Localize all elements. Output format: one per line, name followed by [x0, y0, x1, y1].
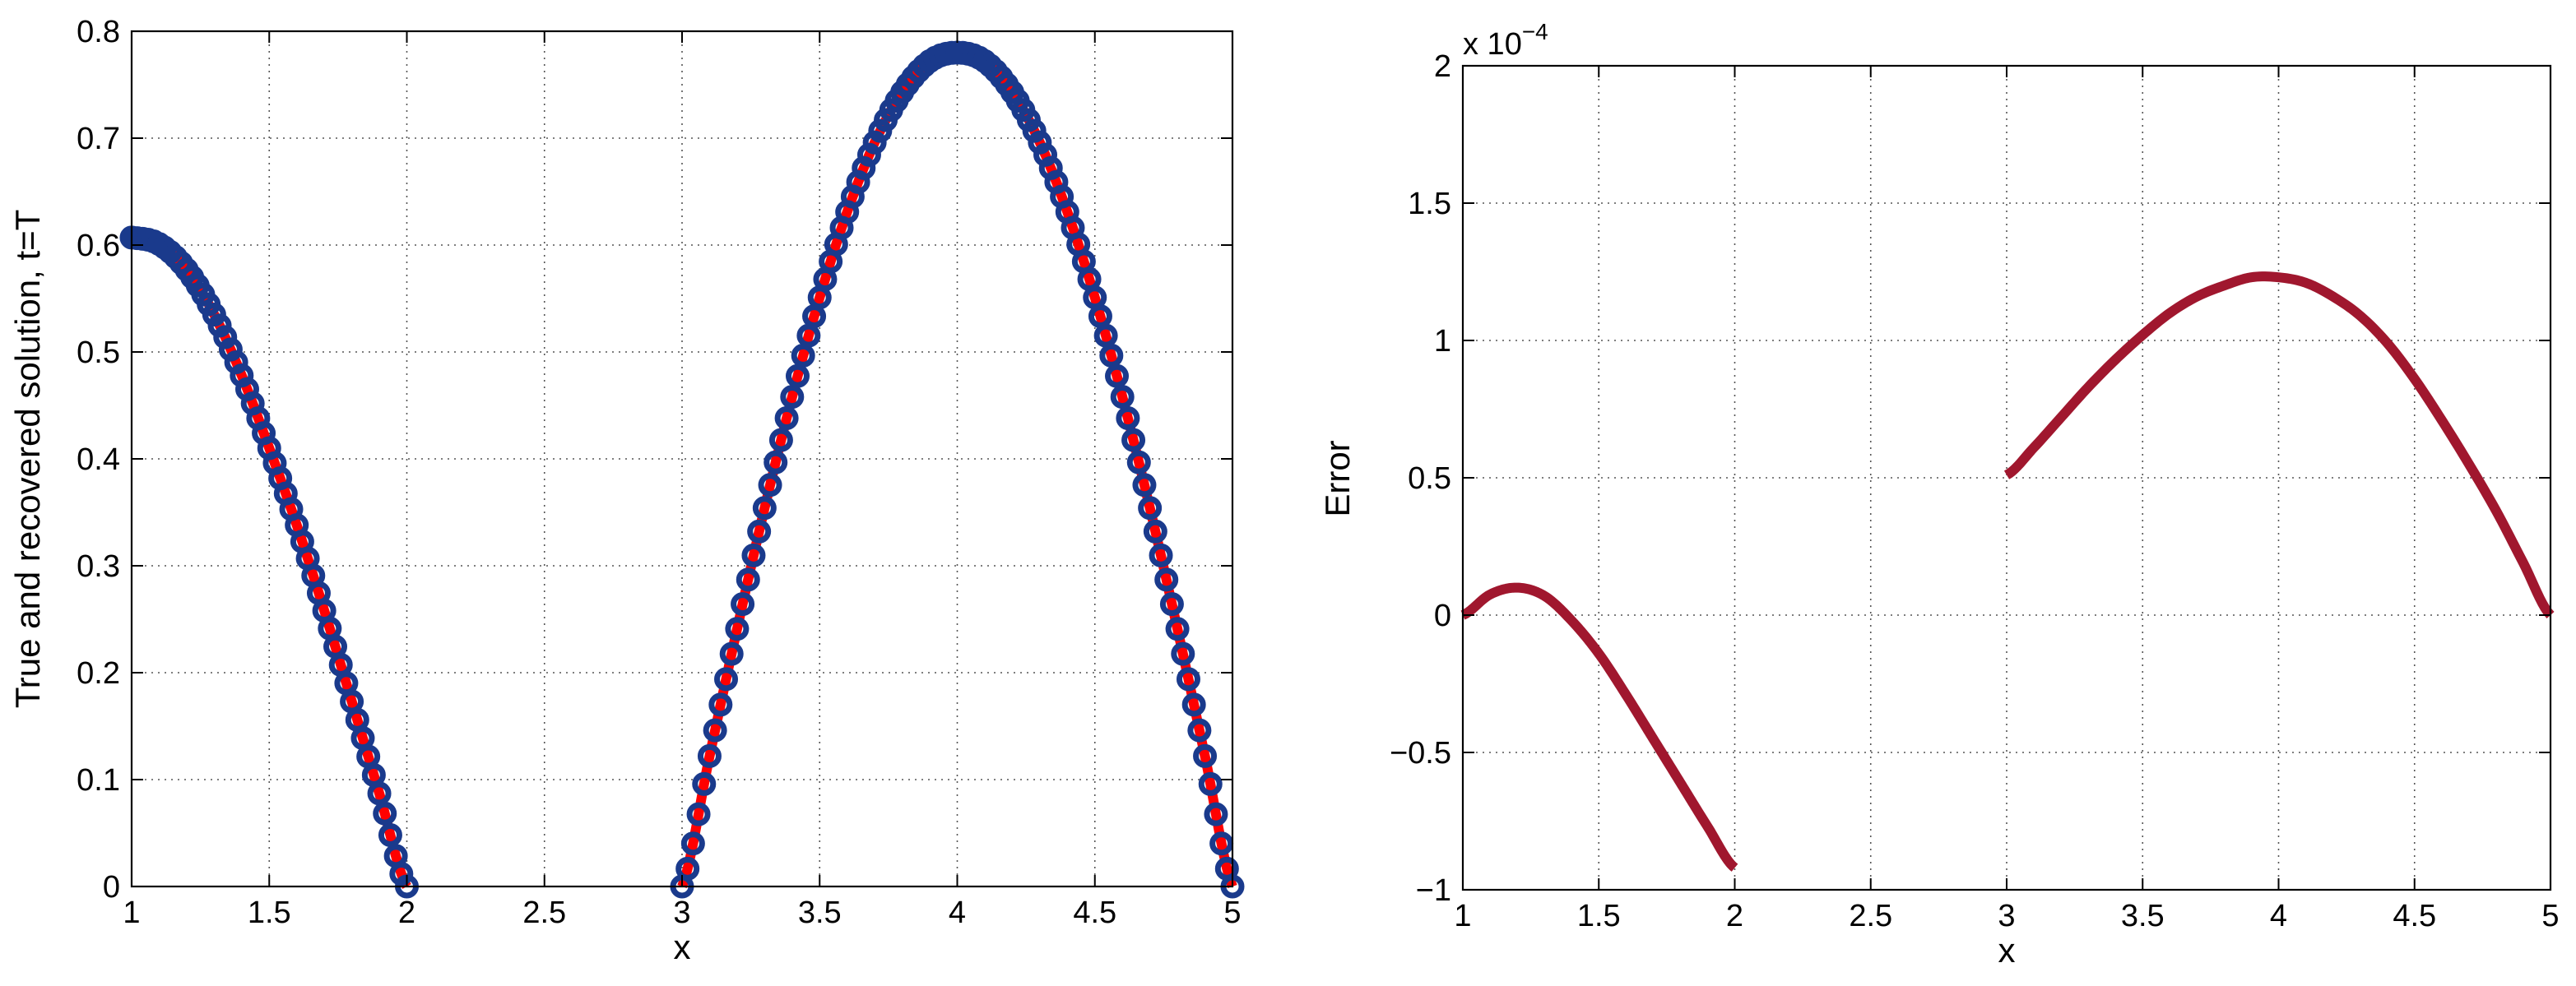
x-tick-label: 1: [1454, 899, 1471, 933]
data-point-marker: [1110, 385, 1135, 410]
data-point-marker: [207, 313, 232, 338]
x-tick-label: 4: [949, 896, 966, 930]
data-point-marker: [768, 428, 793, 452]
data-point-marker: [725, 617, 750, 641]
data-point-marker: [747, 519, 772, 544]
y-axis-label: Error: [1318, 440, 1357, 516]
y-tick-label: 2: [1434, 49, 1451, 84]
data-point-marker: [1099, 343, 1124, 368]
y-tick-label: −1: [1416, 873, 1451, 908]
data-point-marker: [1022, 118, 1047, 143]
data-point-marker: [774, 406, 799, 431]
x-tick-label: 1.5: [248, 896, 291, 930]
data-point-marker: [862, 130, 887, 155]
y-tick-label: 0: [1434, 599, 1451, 633]
data-point-marker: [697, 743, 722, 768]
x-tick-label: 2.5: [522, 896, 566, 930]
data-point-marker: [1149, 543, 1173, 567]
y-axis-label: True and recovered solution, t=T: [8, 210, 47, 709]
y-tick-label: 0.7: [77, 122, 120, 156]
x-axis-label: x: [674, 928, 691, 966]
data-point-marker: [764, 450, 788, 474]
y-tick-label: 0.8: [77, 15, 120, 49]
data-point-marker: [1165, 617, 1190, 641]
data-point-marker: [1181, 692, 1206, 717]
series-line-segment: [677, 48, 1237, 889]
y-scale-factor: x 10−4: [1463, 19, 1548, 62]
y-tick-label: 0.6: [77, 229, 120, 263]
data-point-marker: [741, 543, 766, 567]
y-tick-label: 0: [103, 870, 120, 905]
data-point-marker: [780, 385, 805, 410]
chart-2: 1 1.5 2 2.5 3 3.5 4 4.5 5 −1 −0.5 0 0.5 1 1.5 2 x Error x …: [1318, 19, 2560, 970]
y-tick-label: 1: [1434, 324, 1451, 359]
chart-1: 1 1.5 2 2.5 3 3.5 4 4.5 5 0 0.1 0.2 0.3 0.4 0.5 0.6 0.7 0…: [8, 15, 1245, 966]
data-point-marker: [1187, 718, 1212, 743]
data-point-marker: [1209, 831, 1234, 856]
data-point-marker: [1193, 743, 1218, 768]
x-tick-label: 1.5: [1577, 899, 1621, 933]
data-point-marker: [1204, 802, 1228, 826]
y-tick-label: 0.4: [77, 442, 120, 477]
data-point-marker: [373, 801, 397, 826]
data-point-marker: [731, 592, 755, 617]
data-point-marker: [675, 856, 700, 881]
data-point-marker: [785, 363, 810, 388]
data-point-marker: [686, 802, 711, 826]
x-tick-label: 4.5: [1073, 896, 1116, 930]
y-tick-label: 0.2: [77, 656, 120, 691]
data-point-marker: [719, 641, 744, 666]
x-tick-label: 3.5: [2121, 899, 2165, 933]
data-point-marker: [1171, 641, 1195, 666]
y-tick-label: 0.3: [77, 549, 120, 584]
x-axis-label: x: [1998, 931, 2016, 970]
data-point-marker: [1159, 592, 1184, 617]
data-point-marker: [1121, 428, 1146, 452]
data-point-marker: [1132, 473, 1157, 498]
data-point-marker: [791, 343, 815, 368]
x-tick-label: 3: [673, 896, 690, 930]
data-point-marker: [752, 496, 777, 521]
series-line-segment: [2003, 271, 2555, 618]
x-tick-label: 3.5: [798, 896, 842, 930]
data-point-marker: [1143, 519, 1167, 544]
y-tick-label: 0.5: [77, 336, 120, 370]
y-tick-label: 0.1: [77, 763, 120, 798]
series-line-segment: [1459, 582, 1738, 872]
data-point-marker: [1138, 496, 1163, 521]
scale-exponent: −4: [1522, 19, 1548, 44]
data-point-marker: [703, 718, 727, 743]
data-point-marker: [1154, 567, 1179, 592]
x-tick-label: 2: [1726, 899, 1743, 933]
x-tick-label: 5: [1223, 896, 1241, 930]
data-point-marker: [708, 692, 733, 717]
x-tick-label: 4.5: [2393, 899, 2436, 933]
x-tick-label: 2: [398, 896, 415, 930]
y-tick-label: −0.5: [1390, 736, 1451, 771]
data-point-marker: [1093, 323, 1118, 348]
data-point-marker: [692, 771, 717, 796]
y-tick-label: 0.5: [1408, 461, 1451, 496]
axes-frame: [1461, 64, 2552, 891]
data-point-marker: [1105, 363, 1130, 388]
data-point-marker: [1198, 771, 1223, 796]
data-point-marker: [1116, 406, 1140, 431]
x-tick-label: 5: [2541, 899, 2559, 933]
scale-base: x 10: [1463, 27, 1522, 62]
data-point-marker: [736, 567, 760, 592]
data-point-marker: [758, 473, 782, 498]
data-point-marker: [378, 822, 402, 847]
y-tick-label: 1.5: [1408, 187, 1451, 221]
data-point-marker: [1176, 667, 1200, 692]
x-tick-label: 2.5: [1849, 899, 1892, 933]
data-point-marker: [367, 781, 392, 806]
x-tick-label: 1: [123, 896, 140, 930]
x-tick-label: 4: [2270, 899, 2287, 933]
data-point-marker: [680, 831, 705, 856]
data-point-marker: [714, 667, 739, 692]
x-tick-label: 3: [1998, 899, 2015, 933]
data-point-marker: [1126, 450, 1151, 474]
